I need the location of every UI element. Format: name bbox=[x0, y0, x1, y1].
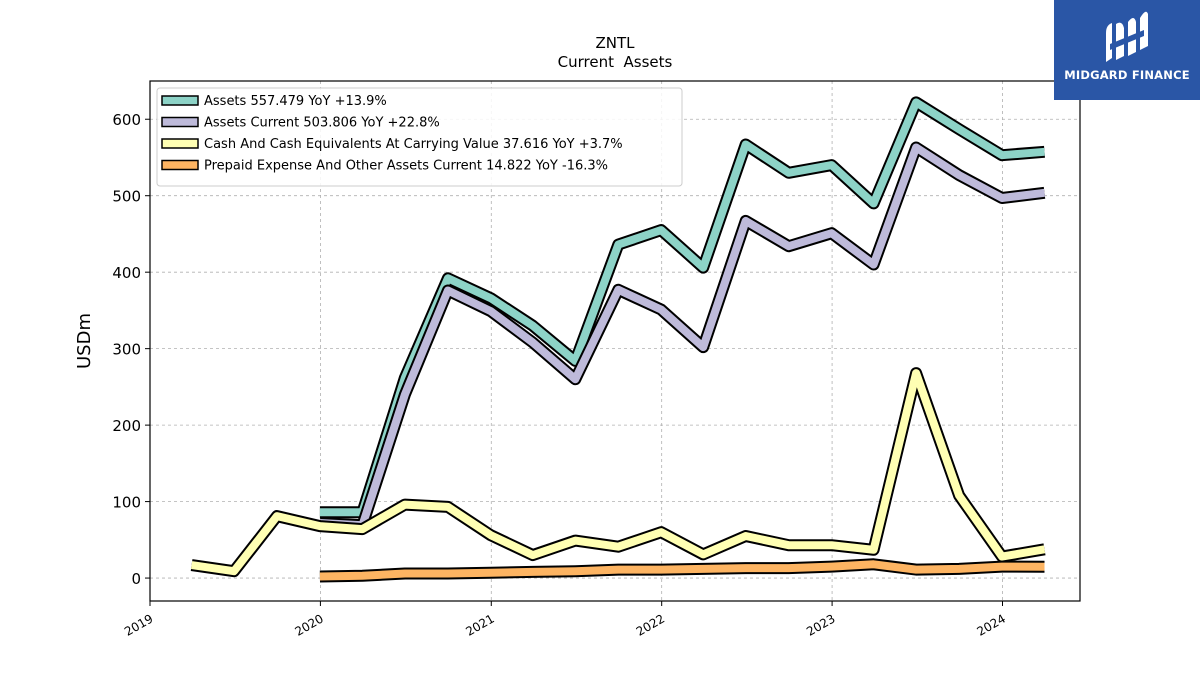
legend-swatch bbox=[161, 116, 199, 128]
brand-logo: MIDGARD FINANCE bbox=[1054, 0, 1200, 100]
legend: Assets 557.479 YoY +13.9% Assets Current … bbox=[156, 87, 683, 187]
legend-label: Assets 557.479 YoY +13.9% bbox=[204, 94, 387, 109]
series-group bbox=[190, 96, 1046, 583]
brand-name: MIDGARD FINANCE bbox=[1064, 68, 1190, 82]
y-tick-label: 100 bbox=[112, 494, 141, 512]
legend-swatch bbox=[161, 95, 199, 106]
chart-title: ZNTL bbox=[595, 34, 635, 52]
midgard-logo-icon bbox=[1106, 11, 1148, 62]
x-tick-label: 2022 bbox=[634, 611, 667, 638]
legend-label: Prepaid Expense And Other Assets Current… bbox=[204, 159, 608, 174]
y-axis-label: USDm bbox=[74, 313, 95, 369]
y-tick-label: 300 bbox=[112, 341, 141, 359]
x-tick-label: 2021 bbox=[463, 611, 496, 638]
legend-box bbox=[156, 87, 683, 187]
plot-frame bbox=[149, 80, 1081, 602]
y-tick-label: 400 bbox=[112, 264, 141, 282]
y-tick-label: 200 bbox=[112, 417, 141, 435]
x-tick-label: 2024 bbox=[975, 611, 1008, 638]
series-line bbox=[319, 560, 1045, 581]
y-tick-label: 500 bbox=[112, 188, 141, 206]
x-tick-label: 2019 bbox=[122, 611, 155, 638]
series-line bbox=[319, 143, 1045, 530]
legend-swatch bbox=[161, 138, 199, 149]
chart-subtitle: Current Assets bbox=[558, 53, 673, 71]
series-line bbox=[191, 369, 1046, 576]
x-tick-label: 2020 bbox=[292, 611, 325, 638]
series-line-outline bbox=[190, 367, 1046, 578]
legend-label: Assets Current 503.806 YoY +22.8% bbox=[204, 116, 440, 131]
x-tick-label: 2023 bbox=[804, 611, 837, 638]
legend-swatch bbox=[161, 159, 199, 171]
y-tick-label: 0 bbox=[131, 570, 141, 588]
legend-label: Cash And Cash Equivalents At Carrying Va… bbox=[204, 137, 623, 152]
y-tick-label: 600 bbox=[112, 111, 141, 129]
